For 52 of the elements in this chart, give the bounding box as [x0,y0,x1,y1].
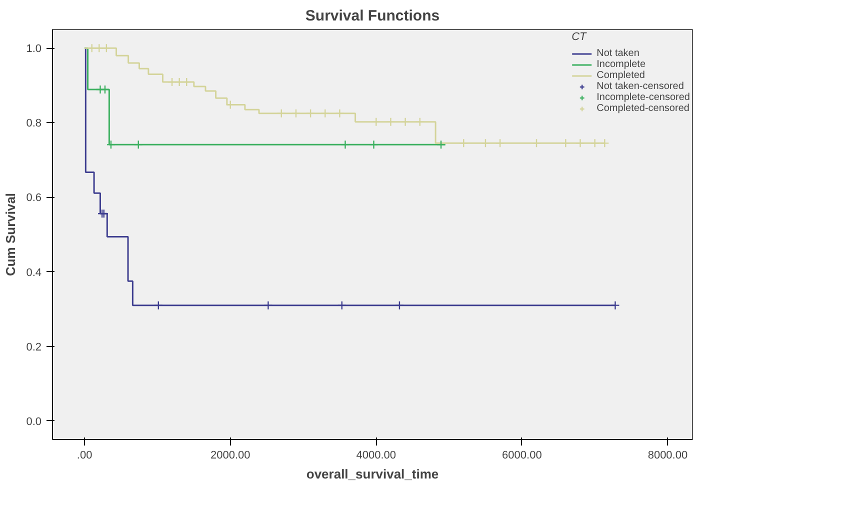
chart-title: Survival Functions [305,8,440,24]
point [369,140,378,150]
point [99,209,108,218]
x-tick-label: 6000.00 [502,450,542,462]
x-axis-title: overall_survival_time [306,466,439,482]
legend-label: Incomplete [596,59,646,70]
legend-title: CT [572,31,588,43]
legend-label: Not taken [596,48,640,59]
y-tick-label: 0.2 [26,341,42,354]
point [100,84,110,94]
x-tick-label: 8000.00 [648,450,688,462]
point [167,77,177,87]
legend-label: Incomplete-censored [596,92,690,103]
legend-label: Completed-censored [596,103,690,114]
point [106,140,116,150]
point [561,138,570,148]
legend-label: Completed [596,70,645,81]
x-tick-label: .00 [76,450,92,462]
point [291,108,301,118]
point [276,108,286,118]
point [459,138,468,148]
x-tick-label: 4000.00 [356,450,396,462]
point [174,77,184,87]
y-tick-label: 0.8 [26,118,42,130]
point [306,108,316,118]
legend-label: Not taken-censored [596,81,684,92]
point [480,138,490,148]
point [337,300,346,310]
y-axis-title: Cum Survival [3,192,18,276]
point [590,138,600,148]
point [495,138,505,148]
point [102,44,112,53]
point [320,108,330,118]
point [94,44,104,53]
point [600,138,610,148]
point [182,77,192,87]
y-tick-label: 1.0 [26,43,42,56]
y-tick-label: 0.4 [26,266,42,279]
point [532,138,542,148]
point [97,209,107,218]
point [154,300,164,310]
point [87,44,96,53]
point [340,140,350,150]
y-tick-label: 0.6 [26,192,42,204]
x-tick-label: 2000.00 [210,450,250,462]
point [134,140,143,150]
y-tick-label: 0.0 [26,416,42,428]
point [610,300,620,310]
point [335,108,344,118]
point [264,300,273,310]
point [394,300,404,310]
point [576,138,585,148]
